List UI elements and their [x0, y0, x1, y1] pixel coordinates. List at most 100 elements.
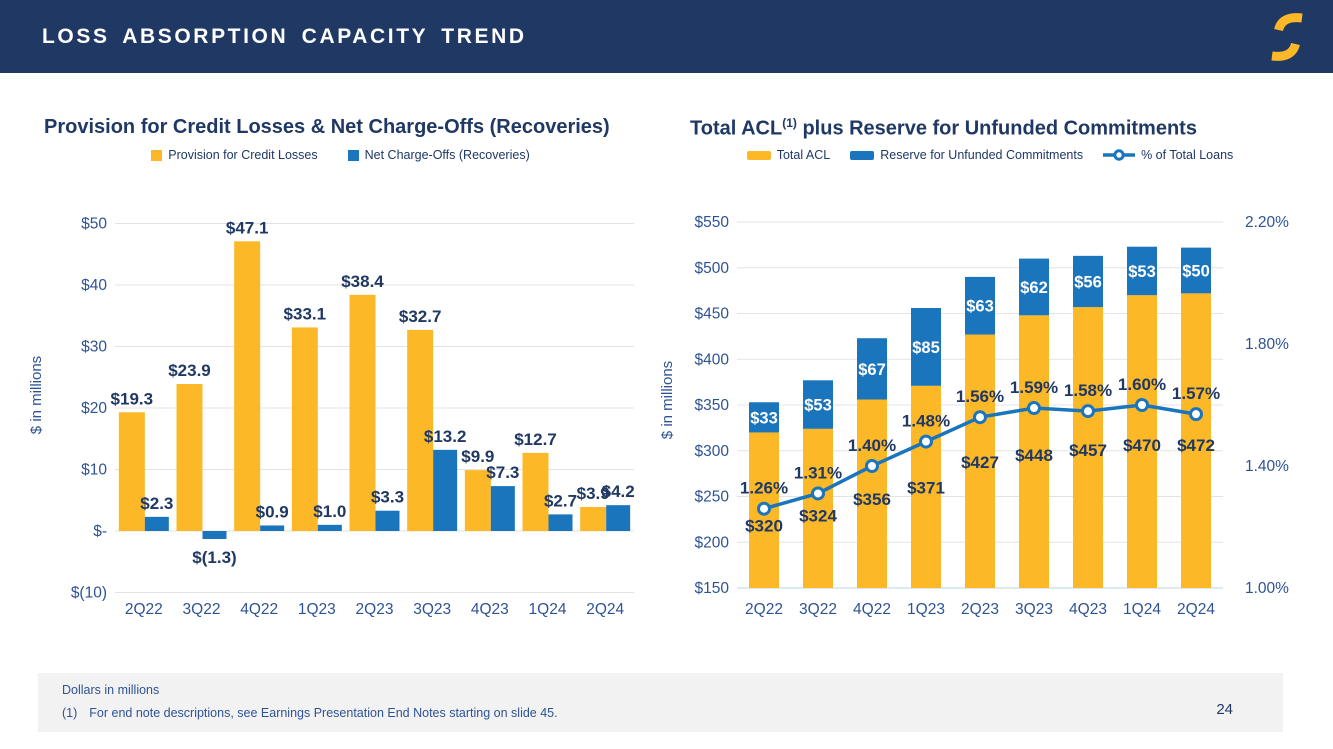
nco-data-label: $0.9 [256, 502, 289, 521]
legend-item-total-acl: Total ACL [746, 148, 831, 162]
pct-data-label: 1.58% [1064, 381, 1112, 400]
x-axis-category-label: 3Q23 [1015, 601, 1053, 618]
provision-data-label: $38.4 [341, 272, 384, 291]
reserve-data-label: $63 [966, 298, 994, 316]
x-axis-category-label: 2Q22 [745, 601, 783, 618]
acl-bar [965, 334, 995, 588]
reserve-data-label: $53 [804, 397, 832, 415]
reserve-swatch-icon [850, 150, 875, 160]
provision-data-label: $23.9 [168, 361, 211, 380]
pct-data-label: 1.40% [848, 436, 896, 455]
y-axis-title: $ in millions [28, 356, 45, 434]
acl-bar [803, 428, 833, 588]
acl-bar [1073, 307, 1103, 588]
provision-bar [464, 470, 491, 531]
left-y-axis-tick-label: $350 [695, 397, 730, 414]
right-y-axis-tick-label: 1.80% [1245, 336, 1289, 353]
legend-label: Total ACL [776, 148, 831, 162]
nco-data-label: $4.2 [602, 482, 635, 501]
acl-data-label: $470 [1123, 436, 1161, 455]
nco-bar [433, 449, 458, 531]
provision-bar [234, 241, 261, 531]
pct-of-loans-marker [865, 459, 879, 473]
page-number: 24 [1216, 701, 1233, 718]
acl-data-label: $356 [853, 490, 891, 509]
provision-bar [349, 294, 376, 531]
pct-of-loans-marker [811, 486, 825, 501]
reserve-bar [803, 380, 833, 429]
x-axis-category-label: 3Q23 [413, 601, 451, 618]
legend-item-nco: Net Charge-Offs (Recoveries) [347, 148, 530, 162]
legend-label: Provision for Credit Losses [168, 148, 318, 162]
footer-footnote: (1) For end note descriptions, see Earnin… [62, 706, 558, 720]
nco-bar [317, 524, 342, 531]
footer-note: Dollars in millions [62, 683, 160, 697]
pct-of-loans-marker [1189, 407, 1203, 422]
acl-data-label: $324 [799, 506, 837, 525]
nco-data-label: $(1.3) [192, 548, 236, 567]
y-axis-tick-label: $40 [81, 277, 107, 294]
y-axis-tick-label: $- [93, 523, 107, 540]
left-y-axis-tick-label: $150 [695, 580, 730, 597]
nco-swatch-icon [347, 149, 359, 161]
left-chart-legend: Provision for Credit Losses Net Charge-O… [28, 148, 653, 162]
nco-data-label: $2.3 [140, 494, 173, 513]
legend-item-pct-loans: % of Total Loans [1103, 148, 1233, 162]
provision-swatch-icon [151, 149, 163, 161]
x-axis-category-label: 2Q24 [586, 601, 624, 618]
right-y-axis-tick-label: 2.20% [1245, 214, 1289, 231]
pct-of-loans-marker [973, 410, 987, 425]
company-logo-icon [1271, 13, 1303, 61]
nco-data-label: $1.0 [313, 502, 346, 521]
pct-of-loans-marker [1027, 401, 1041, 416]
reserve-data-label: $33 [750, 409, 778, 427]
nco-data-label: $3.3 [371, 488, 404, 507]
provision-bar [407, 329, 434, 531]
acl-data-label: $457 [1069, 441, 1107, 460]
right-chart-legend: Total ACL Reserve for Unfunded Commitmen… [660, 148, 1320, 162]
line-marker-icon [1103, 149, 1136, 161]
legend-label: % of Total Loans [1141, 148, 1234, 162]
acl-bar [1019, 315, 1049, 588]
pct-of-loans-marker [1135, 398, 1149, 412]
x-axis-category-label: 2Q23 [356, 601, 394, 618]
left-y-axis-tick-label: $500 [695, 260, 730, 277]
nco-data-label: $2.7 [544, 491, 577, 510]
x-axis-category-label: 2Q23 [961, 601, 999, 618]
pct-data-label: 1.59% [1010, 378, 1058, 397]
legend-item-reserve: Reserve for Unfunded Commitments [850, 148, 1083, 162]
reserve-data-label: $53 [1128, 263, 1156, 281]
right-chart-title-footnote-ref: (1) [782, 116, 797, 130]
footnote-marker: (1) [62, 706, 78, 720]
nco-bar [490, 486, 515, 531]
right-y-axis-tick-label: 1.00% [1245, 580, 1289, 597]
pct-data-label: 1.31% [794, 463, 842, 482]
legend-item-provision: Provision for Credit Losses [151, 148, 318, 162]
right-chart-title: Total ACL(1) plus Reserve for Unfunded C… [690, 116, 1197, 141]
x-axis-category-label: 1Q23 [298, 601, 336, 618]
acl-data-label: $472 [1177, 436, 1215, 455]
reserve-bar [1181, 247, 1211, 294]
acl-bar [857, 399, 887, 588]
provision-data-label: $12.7 [514, 430, 557, 449]
left-y-axis-tick-label: $250 [695, 489, 730, 506]
acl-data-label: $371 [907, 479, 945, 498]
provision-data-label: $33.1 [284, 304, 327, 323]
provision-data-label: $19.3 [111, 389, 154, 408]
left-chart-title: Provision for Credit Losses & Net Charge… [44, 116, 610, 138]
left-y-axis-tick-label: $300 [695, 443, 730, 460]
pct-of-loans-marker [919, 434, 933, 449]
left-y-axis-tick-label: $400 [695, 351, 730, 368]
right-chart-title-suffix: plus Reserve for Unfunded Commitments [796, 117, 1197, 140]
nco-bar [548, 514, 573, 531]
legend-label: Reserve for Unfunded Commitments [880, 148, 1084, 162]
left-y-axis-tick-label: $200 [695, 534, 730, 551]
pct-of-loans-marker [1081, 404, 1095, 419]
provision-data-label: $47.1 [226, 218, 269, 237]
provision-bar [522, 452, 549, 531]
x-axis-category-label: 4Q22 [240, 601, 278, 618]
y-axis-title: $ in millions [660, 361, 676, 439]
reserve-bar [749, 402, 779, 433]
acl-bar [911, 385, 941, 588]
